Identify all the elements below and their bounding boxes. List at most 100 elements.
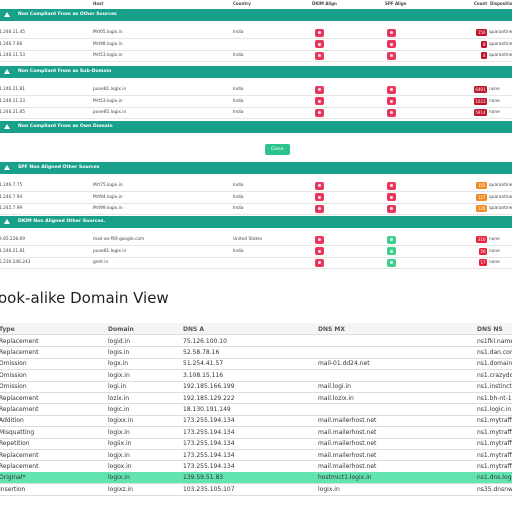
section-title: Non Compliant From as Own Domain [18,124,113,129]
count-badge: 156 [476,29,487,36]
country: United States [233,237,263,242]
cell: ns1.mytraffic [477,428,512,436]
dkim-status [315,51,324,60]
section-title: SPF Non Aligned Other Sources [18,165,100,170]
dkim-status [315,204,324,213]
count-badge: 17 [478,259,487,266]
cell: logix.in [108,428,130,436]
dkim-status [315,193,324,201]
dkim-status [315,235,324,244]
cell: logixz.in [108,485,133,493]
ip: 9.85.228.69 [0,237,25,242]
country: India [233,53,244,58]
cell: logix.in [108,371,130,379]
ip: 1.246.7.75 [0,183,23,188]
disposition: quarantine [489,194,512,200]
alert-row: 1.246.21.85 pune85.logix.in India 5914 none [0,107,512,119]
table-row: Omission logi.in 192.185.166.199 mail.logi.… [0,381,512,393]
disposition: none [489,237,500,242]
cell: logix.in [318,485,340,493]
country: India [233,248,244,254]
cell: ns1.mytraffic [477,417,512,425]
dkim-status [315,85,324,94]
spf-status [387,51,396,60]
spf-status [387,181,396,190]
cell: ns1.dan.com [477,348,512,356]
table-row: Original* logix.in 139.59.51.83 hostmict1.l… [0,471,512,485]
disposition: quarantine [489,206,512,211]
ip: 5.230.246.243 [0,260,31,265]
host: Mrt98.logix.in [93,41,123,47]
table-row: Misquatting logix.in 173.255.194.134 mail.m… [0,426,512,439]
cell: logis.in [108,348,130,356]
column-header: Type [0,325,15,333]
cell: 51.254.41.57 [183,360,224,368]
dkim-status [315,258,324,267]
cell: Addition [0,417,24,425]
cell: 139.59.51.83 [183,474,224,482]
section-title: DKIM Non Aligned Other Sources. [18,219,106,224]
section-header: SPF Non Aligned Other Sources [0,162,512,174]
country: India [233,98,244,104]
country: India [233,110,244,115]
country: India [233,194,244,200]
cell: logjx.in [108,451,130,459]
cell: Replacement [0,462,39,470]
cell: Replacement [0,348,39,356]
cell: Replacement [0,394,39,402]
close-button[interactable]: Close [265,144,290,155]
warning-icon [4,124,10,129]
column-header: DNS A [183,325,205,333]
country: India [233,183,244,188]
dkim-status [315,97,324,105]
count-badge: 316 [476,236,487,243]
host: pune85.logix.in [93,110,127,115]
cell: logox.in [108,462,132,470]
alert-row: 1.246.11.23 Mrt53.logix.in India 1023 none [0,96,512,108]
column-header: Host [93,1,104,6]
cell: Omission [0,383,27,391]
alert-row: 9.85.228.69 mail-oo-f69.google.com United … [0,234,512,246]
host: greit.in [93,260,109,265]
spf-status [387,258,396,267]
country: India [233,87,244,92]
section-title: ook-alike Domain View [0,289,169,307]
cell: logid.in [108,337,130,345]
table-row: Replacement logid.in 75.126.100.10 ns1fkl.n… [0,335,512,348]
column-header: Disposition [490,1,512,6]
warning-icon [4,12,10,17]
dkim-status [315,40,324,48]
count-badge: 120 [476,205,487,212]
cell: Replacement [0,337,39,345]
spf-status [387,97,396,105]
host: Mrt53.logix.in [93,53,123,58]
cell: hostmict1.logix.in [318,474,372,482]
cell: ns1.domaindis [477,360,512,368]
table-row: Repetition logiix.in 173.255.194.134 mail.m… [0,438,512,450]
country: India [233,30,244,35]
table-row: Replacement logic.in 18.130.191.149 ns1.log… [0,403,512,416]
count-badge: 6491 [473,86,487,93]
cell: ns1.instinctme [477,383,512,391]
count-badge: 1023 [473,97,487,105]
cell: ns1.crazydom [477,371,512,379]
dkim-status [315,28,324,37]
host: Mrt05.logix.in [93,30,123,35]
cell: Replacement [0,405,39,413]
count-badge: 8 [481,40,487,48]
cell: 173.255.194.134 [183,451,235,459]
host: pune81.logix.in [93,87,127,92]
host: Mrt75.logix.in [93,183,123,188]
section-header: Non Compliant From as Sub-Domain [0,66,512,78]
cell: 52.58.78.16 [183,348,220,356]
cell: Replacement [0,451,39,459]
ip: 1.246.7.94 [0,194,23,200]
cell: logic.in [108,405,130,413]
cell: logiix.in [108,440,132,448]
table-row: Replacement logis.in 52.58.78.16 ns1.dan.co… [0,346,512,359]
cell: ns1.bh-nt-13.w [477,394,512,402]
cell: ns1.dns.logix.i [477,474,512,482]
cell: mail.mailerhost.net [318,440,377,448]
dkim-status [315,108,324,117]
table-row: Insertion logixz.in 103.235.105.107 logix.i… [0,483,512,496]
